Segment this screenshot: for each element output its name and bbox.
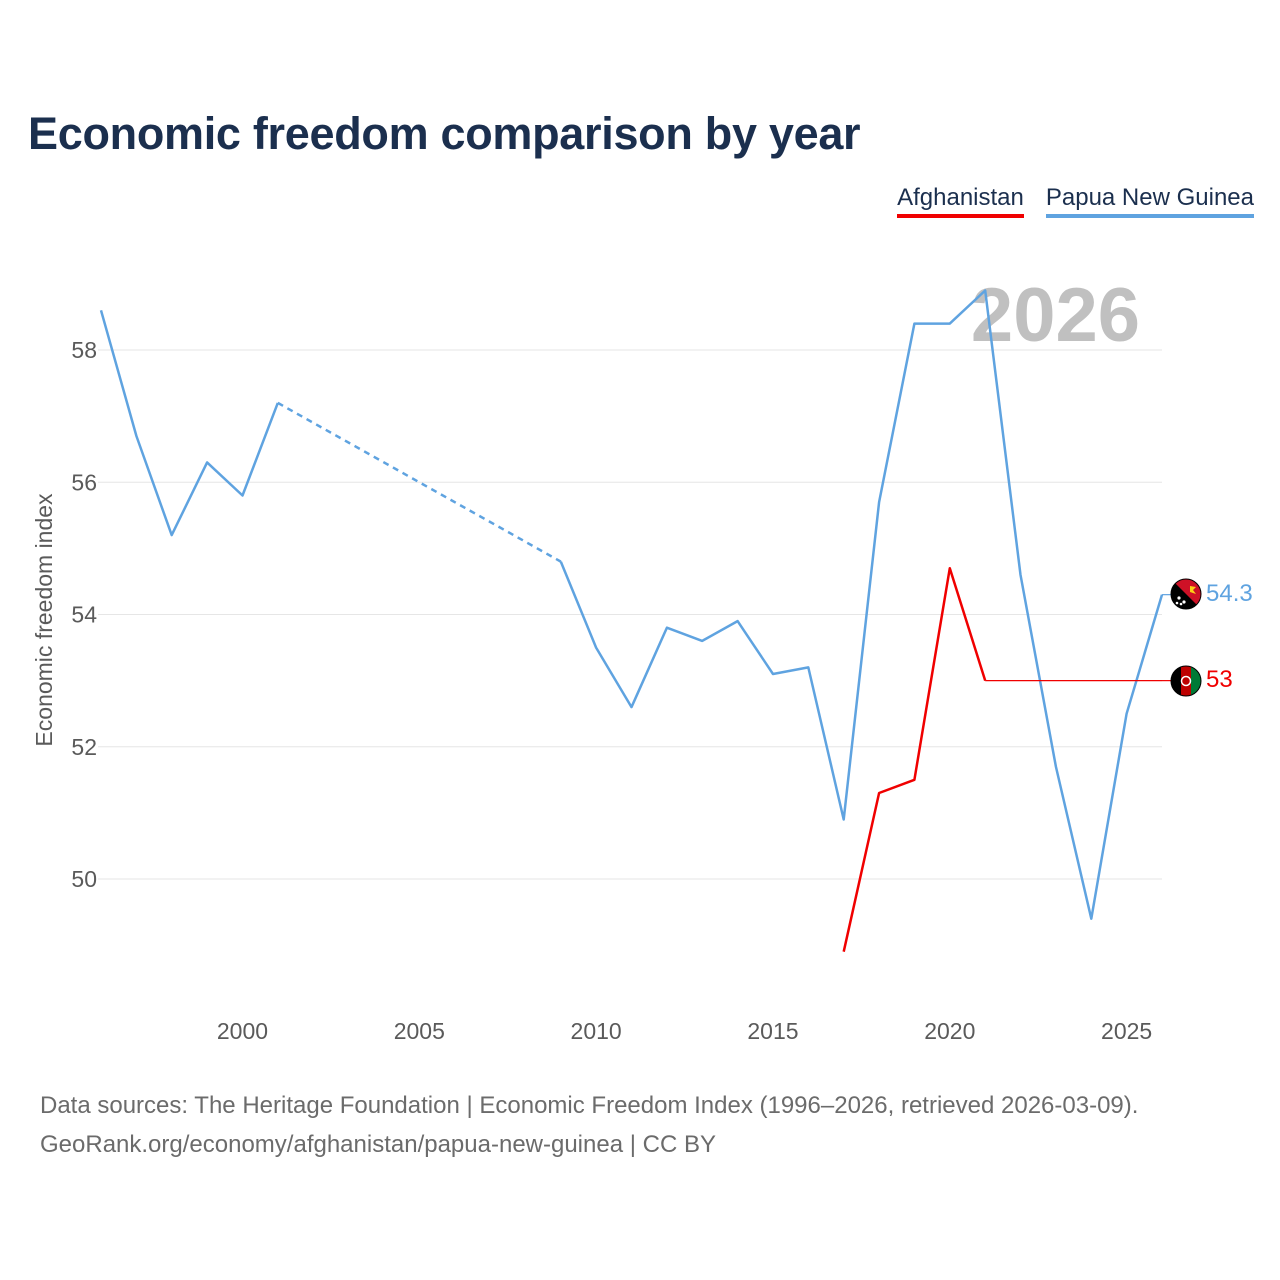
footer-sources: Data sources: The Heritage Foundation | … (40, 1092, 1139, 1119)
x-axis-ticks: 2000 2005 2010 2015 2020 2025 (217, 1018, 1152, 1044)
y-tick-label: 58 (71, 337, 97, 363)
end-label-afghanistan: 53 (1206, 666, 1233, 693)
legend: Afghanistan Papua New Guinea (897, 184, 1254, 218)
papua-new-guinea-flag-icon (1170, 578, 1202, 610)
x-tick-label: 2000 (217, 1018, 268, 1044)
x-tick-label: 2015 (747, 1018, 798, 1044)
x-tick-label: 2010 (571, 1018, 622, 1044)
chart-title: Economic freedom comparison by year (28, 108, 861, 159)
x-tick-label: 2005 (394, 1018, 445, 1044)
y-axis-label: Economic freedom index (31, 493, 57, 747)
y-tick-label: 56 (71, 469, 97, 495)
y-tick-label: 52 (71, 734, 97, 760)
x-tick-label: 2025 (1101, 1018, 1152, 1044)
end-label-papua-new-guinea: 54.3 (1206, 580, 1253, 607)
y-tick-label: 54 (71, 602, 97, 628)
afghanistan-flag-icon (1170, 665, 1202, 697)
year-watermark: 2026 (971, 273, 1140, 358)
x-tick-label: 2020 (924, 1018, 975, 1044)
gridlines (98, 349, 1162, 880)
series-line-papua-new-guinea[interactable] (99, 309, 279, 537)
series-line-afghanistan[interactable] (842, 566, 987, 952)
y-tick-label: 50 (71, 866, 97, 892)
legend-item-afghanistan[interactable]: Afghanistan (897, 184, 1024, 218)
footer: Data sources: The Heritage Foundation | … (40, 1086, 1138, 1164)
footer-url[interactable]: GeoRank.org/economy/afghanistan/papua-ne… (40, 1131, 716, 1158)
y-axis-ticks: 50 52 54 56 58 (71, 337, 97, 892)
legend-item-papua-new-guinea[interactable]: Papua New Guinea (1045, 184, 1254, 218)
series-lines (99, 289, 1171, 952)
series-line-papua-new-guinea[interactable] (559, 289, 1164, 920)
